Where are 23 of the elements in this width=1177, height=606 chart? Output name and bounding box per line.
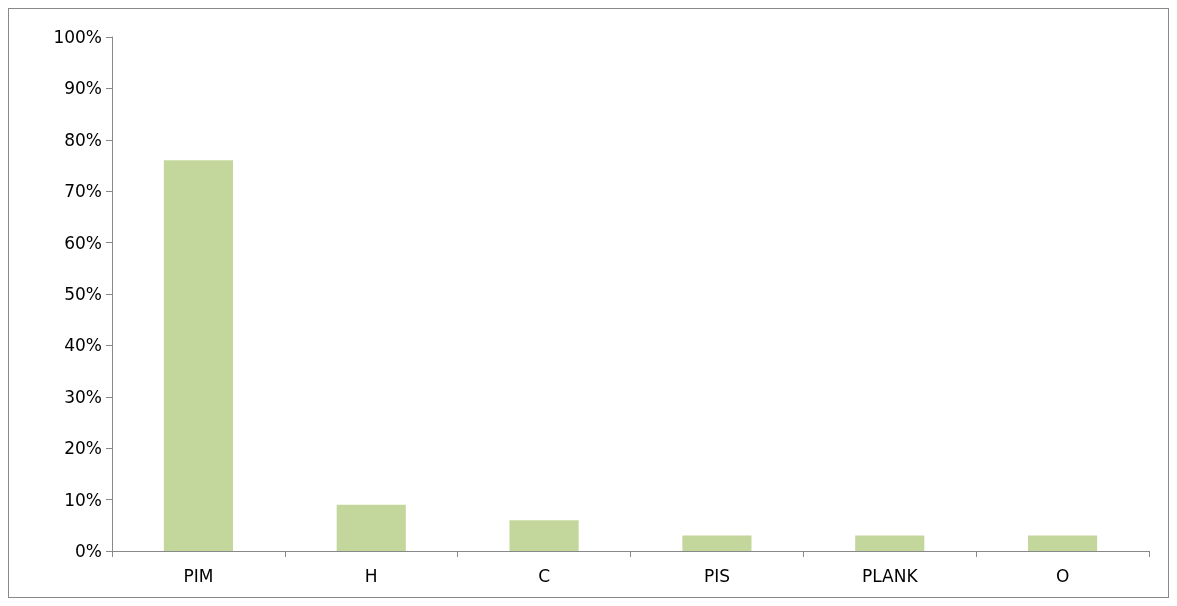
bar	[336, 504, 406, 551]
bar	[163, 160, 233, 551]
x-tick-label: O	[1055, 565, 1070, 586]
y-tick-label: 70%	[64, 181, 102, 202]
y-tick-label: 100%	[53, 27, 102, 47]
x-tick-label: H	[364, 565, 378, 586]
x-tick-label: PIS	[703, 565, 730, 586]
bar	[855, 535, 925, 551]
bar	[1028, 535, 1098, 551]
y-tick-label: 50%	[64, 284, 102, 304]
bar	[509, 520, 579, 551]
y-tick-label: 30%	[64, 386, 102, 407]
x-tick-label: PIM	[183, 565, 214, 586]
y-tick-label: 20%	[64, 438, 102, 459]
x-tick-label: C	[538, 565, 551, 586]
y-tick-label: 10%	[64, 489, 102, 510]
bar	[682, 535, 752, 551]
x-tick-label: PLANK	[861, 565, 919, 586]
y-tick-label: 40%	[64, 335, 102, 356]
y-tick-label: 60%	[64, 232, 102, 253]
y-tick-label: 0%	[75, 541, 102, 561]
y-tick-label: 80%	[64, 129, 102, 150]
y-tick-label: 90%	[64, 78, 102, 99]
